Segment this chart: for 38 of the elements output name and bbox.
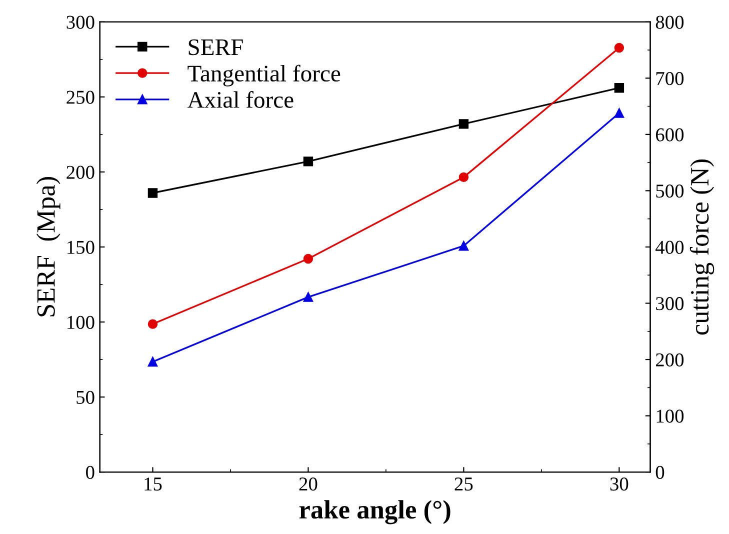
point — [148, 356, 158, 367]
y-tick-label: 200 — [66, 166, 94, 179]
y-axis-title: SERF (Mpa) — [36, 177, 60, 316]
y-tick-label: 0 — [86, 466, 94, 479]
point — [303, 254, 314, 264]
x-tick-label: 30 — [610, 477, 628, 491]
point — [148, 188, 158, 198]
y2-tick-label: 100 — [656, 410, 684, 423]
point — [458, 240, 469, 251]
y2-tick-label: 600 — [656, 128, 684, 142]
y2-tick-label: 300 — [656, 297, 684, 310]
y-tick-label: 250 — [66, 90, 94, 104]
y2-tick-label: 400 — [656, 240, 684, 254]
point — [303, 156, 314, 166]
point — [614, 83, 624, 93]
x-axis-title: rake angle (°) — [299, 500, 450, 524]
x-tick-label: 15 — [144, 478, 162, 491]
y2-tick-label: 0 — [656, 466, 664, 479]
y2-tick-label: 700 — [656, 72, 684, 86]
y2-axis-title: cutting force (N) — [690, 159, 714, 335]
y2-tick-label: 500 — [656, 184, 684, 198]
point — [148, 319, 158, 329]
y2-tick-label: 800 — [656, 16, 684, 29]
x-tick-label: 25 — [454, 478, 473, 491]
y2-tick-label: 200 — [656, 353, 684, 366]
point — [303, 292, 314, 302]
y-tick-label: 300 — [66, 16, 94, 29]
legend-label: SERF — [188, 39, 243, 56]
legend-label: Tangential force — [188, 64, 340, 86]
point — [458, 172, 469, 182]
y-tick-label: 50 — [76, 390, 94, 404]
y-tick-label: 150 — [68, 240, 94, 254]
point — [614, 108, 624, 118]
legend-label: Axial force — [187, 91, 294, 108]
point — [458, 119, 469, 129]
x-tick-label: 20 — [299, 477, 318, 491]
y-tick-label: 100 — [68, 316, 94, 329]
point — [614, 42, 624, 53]
